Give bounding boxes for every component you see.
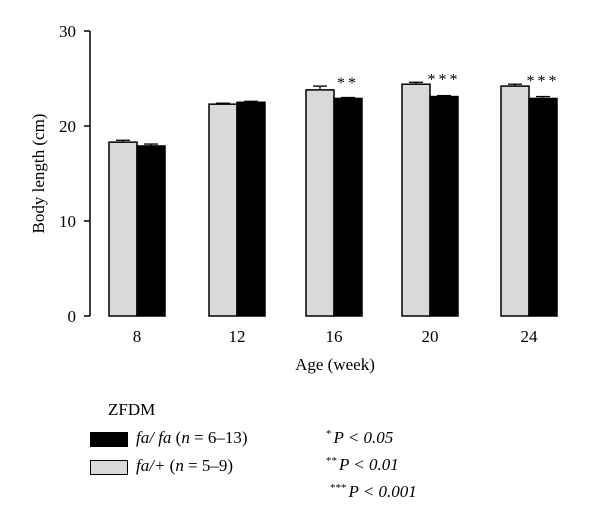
- legend-n: n: [181, 428, 190, 447]
- x-axis-label: Age (week): [295, 355, 375, 374]
- y-tick-label: 10: [59, 212, 76, 231]
- legend-n: n: [175, 456, 184, 475]
- sig-key-text: P < 0.001: [348, 482, 417, 501]
- legend-item-fa-fa: fa/ fa (n = 6–13): [136, 428, 248, 447]
- x-tick-label: 20: [422, 327, 439, 346]
- labels: 0 10 20 30 Body length (cm) 8 12 16 ** 20 *** 24 ***…: [29, 22, 560, 374]
- bar-fa-plus-12: [208, 103, 238, 317]
- sig-key-2: ** P < 0.01: [326, 455, 399, 475]
- legend-title: ZFDM: [108, 400, 156, 419]
- significance-marker: ***: [428, 71, 461, 88]
- sig-key-text: P < 0.05: [333, 428, 394, 447]
- bar-fa-plus-20: [401, 83, 431, 317]
- legend-genotype: fa/ fa: [136, 428, 172, 447]
- y-axis-label: Body length (cm): [29, 114, 48, 234]
- legend-swatch-fa-fa: [90, 432, 128, 447]
- legend-item-fa-plus: fa/+ (n = 5–9): [136, 456, 234, 475]
- bar-fa-fa-24: [528, 97, 558, 317]
- bar-fa-plus-24: [500, 85, 530, 317]
- significance-marker: ***: [527, 73, 560, 90]
- legend-swatch-fa-plus: [90, 460, 128, 475]
- sig-key-text: P < 0.01: [339, 455, 399, 474]
- x-tick-label: 24: [521, 327, 539, 346]
- sig-key-3: *** P < 0.001: [330, 482, 417, 502]
- sig-key-1: * P < 0.05: [326, 428, 393, 448]
- bar-fa-plus-16: [305, 89, 335, 317]
- bar-fa-fa-12: [236, 101, 266, 317]
- bar-fa-plus-8: [108, 141, 138, 317]
- bars: [108, 81, 558, 317]
- legend-n-range: = 6–13): [189, 428, 248, 447]
- bar-fa-fa-16: [333, 97, 363, 317]
- legend-n-range: = 5–9): [183, 456, 234, 475]
- bar-fa-fa-20: [429, 95, 459, 317]
- bar-chart: 0 10 20 30 Body length (cm) 8 12 16 ** 20 *** 24 ***…: [29, 22, 560, 374]
- sig-key-stars: ***: [330, 482, 347, 494]
- axes: [84, 30, 91, 317]
- y-tick-label: 0: [68, 307, 77, 326]
- x-tick-label: 12: [229, 327, 246, 346]
- bar-fa-fa-8: [136, 145, 166, 317]
- sig-key-stars: *: [326, 428, 332, 440]
- y-tick-label: 30: [59, 22, 76, 41]
- legend-genotype: fa/+: [136, 456, 166, 475]
- x-tick-label: 8: [133, 327, 142, 346]
- y-tick-label: 20: [59, 117, 76, 136]
- x-tick-label: 16: [326, 327, 343, 346]
- sig-key-stars: **: [326, 455, 337, 467]
- significance-marker: **: [337, 75, 359, 92]
